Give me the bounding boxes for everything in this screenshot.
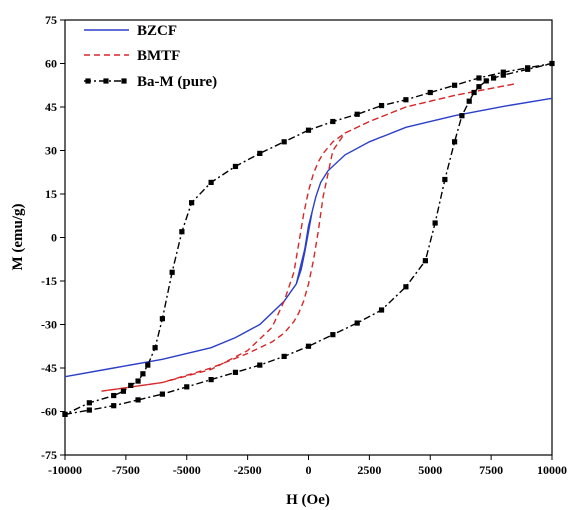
ba-m-pure-marker <box>257 362 263 368</box>
legend-marker <box>121 78 127 84</box>
ba-m-pure-marker <box>427 89 433 96</box>
ba-m-pure-marker <box>208 377 214 383</box>
ba-m-pure-marker <box>232 163 239 170</box>
x-tick-label: 10000 <box>537 463 567 477</box>
ba-m-pure-marker <box>140 371 146 377</box>
bmtf-curve <box>101 83 516 392</box>
ba-m-pure-marker <box>452 139 458 145</box>
ba-m-pure-marker <box>432 220 438 226</box>
ba-m-pure-marker <box>159 391 165 397</box>
ticks-layer: -10000 -7500 -5000 -2500 0 2500 5000 7500 10000 -… <box>41 13 567 477</box>
legend-label: BMTF <box>137 48 180 64</box>
x-tick-label: -2500 <box>234 463 262 477</box>
ba-m-pure-marker <box>179 229 185 235</box>
ba-m-pure-marker <box>184 384 190 390</box>
y-tick-label: -75 <box>41 448 57 462</box>
ba-m-pure-marker <box>330 332 336 338</box>
x-axis-title: H (Oe) <box>286 492 330 508</box>
legend: BZCF BMTF Ba-M (pure) <box>84 23 217 90</box>
ba-m-pure-curve <box>64 62 553 416</box>
ba-m-pure-marker <box>135 378 141 384</box>
ba-m-pure-marker <box>169 269 175 275</box>
x-tick-label: 0 <box>306 463 312 477</box>
ba-m-pure-marker <box>305 127 312 133</box>
x-tick-label: -7500 <box>112 463 140 477</box>
y-tick-label: 45 <box>45 100 57 114</box>
x-tick-label: 2500 <box>357 463 381 477</box>
ba-m-pure-marker <box>305 343 312 349</box>
y-tick-label: -30 <box>41 318 57 332</box>
bzcf-curve <box>64 97 553 378</box>
y-tick-label: 0 <box>51 231 57 245</box>
ba-m-pure-marker <box>86 400 92 406</box>
y-axis-title: M (emu/g) <box>10 203 26 270</box>
legend-marker <box>103 78 109 84</box>
y-tick-label: 30 <box>45 144 57 158</box>
ba-m-pure-marker <box>476 75 482 81</box>
ba-m-pure-marker <box>152 345 158 351</box>
ba-m-pure-marker <box>86 407 92 413</box>
ba-m-pure-marker <box>500 69 506 75</box>
series-layer <box>62 60 555 417</box>
ba-m-pure-marker <box>354 320 360 326</box>
ba-m-pure-marker <box>422 258 428 264</box>
ba-m-pure-marker <box>459 113 465 119</box>
ba-m-pure-marker <box>549 60 555 67</box>
ba-m-pure-marker <box>452 82 458 88</box>
ba-m-pure-marker <box>525 65 531 71</box>
ba-m-pure-marker <box>111 392 117 399</box>
ba-m-pure-marker <box>232 369 239 375</box>
legend-marker <box>85 78 91 84</box>
ba-m-pure-marker <box>378 307 385 313</box>
y-tick-label: -15 <box>41 274 57 288</box>
ba-m-pure-marker <box>330 118 336 125</box>
y-tick-label: 75 <box>45 13 57 27</box>
x-tick-label: 5000 <box>418 463 442 477</box>
y-tick-label: -45 <box>41 361 57 375</box>
ba-m-pure-marker <box>442 176 448 183</box>
ba-m-pure-marker <box>354 111 360 117</box>
legend-label: BZCF <box>137 23 177 39</box>
ba-m-pure-marker <box>471 89 477 96</box>
ba-m-pure-marker <box>62 411 68 417</box>
ba-m-pure-marker <box>189 200 195 206</box>
ba-m-pure-marker <box>403 284 409 290</box>
ba-m-pure-marker <box>120 388 127 394</box>
ba-m-pure-marker <box>135 397 141 403</box>
ba-m-pure-marker <box>111 403 117 409</box>
ba-m-pure-marker <box>483 78 489 84</box>
y-tick-label: 15 <box>45 187 57 201</box>
y-tick-label: -60 <box>41 405 57 419</box>
ba-m-pure-marker <box>476 84 482 90</box>
ba-m-pure-marker <box>159 316 165 322</box>
x-tick-label: 7500 <box>479 463 503 477</box>
ba-m-pure-marker <box>403 97 409 103</box>
ba-m-pure-marker <box>500 72 506 78</box>
legend-label: Ba-M (pure) <box>137 74 217 90</box>
x-tick-label: -5000 <box>173 463 201 477</box>
ba-m-pure-marker <box>466 98 472 104</box>
ba-m-pure-marker <box>281 139 287 145</box>
x-tick-label: -10000 <box>48 463 82 477</box>
ba-m-pure-marker <box>145 362 151 368</box>
ba-m-pure-marker <box>257 150 263 156</box>
ba-m-pure-marker <box>128 382 134 388</box>
ba-m-pure-marker <box>208 179 214 185</box>
y-tick-label: 60 <box>45 57 57 71</box>
ba-m-pure-marker <box>378 102 385 109</box>
ba-m-pure-marker <box>490 75 497 81</box>
ba-m-pure-marker <box>281 353 287 359</box>
